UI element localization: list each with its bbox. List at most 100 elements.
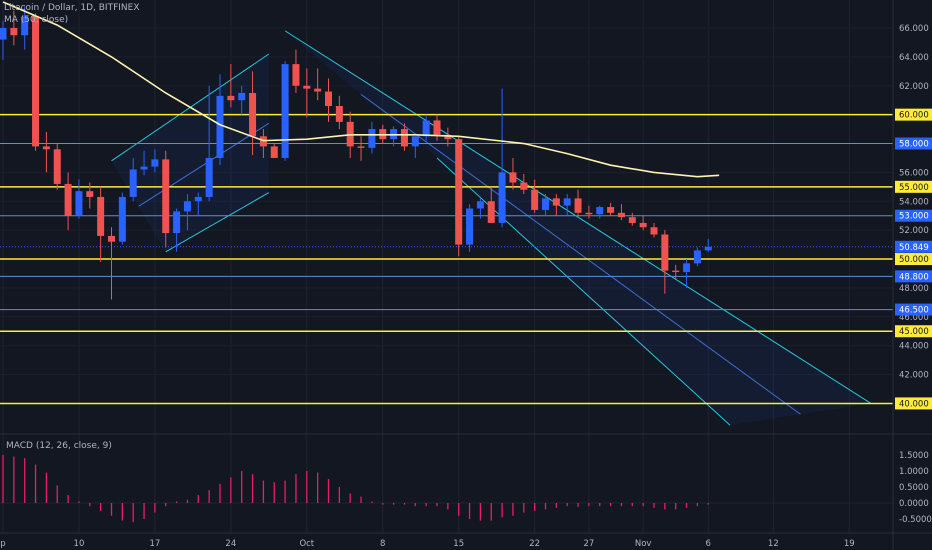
candle-body-20 (216, 95, 224, 158)
macd-tick-label-2: 0.5000 (899, 483, 929, 493)
candle-body-13 (140, 166, 148, 170)
candle-body-42 (455, 139, 463, 245)
time-tick-label-3: 24 (225, 539, 236, 549)
price-tick-label-13: 66.000 (899, 24, 929, 34)
horizontal-levels (0, 113, 893, 405)
candle-body-46 (498, 172, 506, 223)
candle-body-5 (53, 149, 61, 184)
candle-body-37 (400, 129, 408, 147)
macd-tick-label-3: 0.0000 (899, 499, 929, 509)
time-tick-label-2: 17 (149, 539, 160, 549)
candle-body-29 (314, 88, 322, 92)
indicator-label: MA (50, close) (4, 15, 69, 25)
candle-body-27 (292, 64, 300, 86)
candle-body-58 (628, 217, 636, 223)
macd-tick-label-0: 1.5000 (899, 451, 929, 461)
candle-body-50 (542, 198, 549, 210)
candle-body-28 (303, 85, 311, 89)
level-tag-6: 46.500 (899, 306, 929, 316)
candlesticks (0, 6, 712, 300)
price-tick-label-8: 56.000 (899, 168, 929, 178)
candle-body-18 (194, 196, 202, 202)
candle-body-8 (86, 191, 94, 197)
candle-body-0 (0, 28, 7, 40)
candle-body-41 (444, 134, 452, 140)
candle-body-52 (563, 198, 571, 206)
candle-body-19 (205, 157, 213, 197)
candle-body-47 (509, 172, 517, 183)
time-tick-label-0: p (0, 539, 5, 549)
time-tick-label-5: 8 (380, 539, 385, 549)
price-tick-label-11: 62.000 (899, 82, 929, 92)
candle-body-63 (683, 263, 691, 273)
candle-body-4 (42, 146, 50, 150)
chart-symbol-title: Litecoin / Dollar, 1D, BITFINEX (4, 3, 140, 13)
macd-tick-label-1: 1.0000 (899, 467, 929, 477)
level-tag-8-bg (895, 397, 932, 410)
candle-body-22 (238, 92, 246, 101)
price-tick-label-6: 52.000 (899, 226, 929, 236)
candle-body-25 (270, 146, 278, 158)
candle-body-54 (585, 212, 593, 215)
price-tick-label-3: 46.000 (899, 313, 929, 323)
time-tick-label-8: 27 (583, 539, 594, 549)
candle-body-10 (108, 235, 115, 242)
level-tag-0-bg (895, 108, 932, 121)
channel-lower-1 (436, 157, 731, 426)
candle-body-21 (227, 95, 235, 101)
macd-tick-label-4: -0.5000 (899, 515, 932, 525)
level-tag-1-bg (895, 137, 932, 150)
channel-fill-1 (285, 30, 872, 426)
candle-body-26 (281, 64, 289, 158)
candle-body-53 (574, 198, 582, 213)
moving-average-line (2, 1, 720, 178)
macd-label: MACD (12, 26, close, 9) (6, 441, 112, 451)
level-tag-5: 48.800 (899, 272, 929, 282)
candle-body-11 (118, 196, 126, 242)
candle-body-60 (650, 227, 658, 235)
level-tag-7: 45.000 (899, 327, 929, 337)
level-tag-0: 60.000 (899, 111, 929, 121)
candle-body-57 (617, 212, 625, 218)
price-tick-label-1: 42.000 (899, 371, 929, 381)
candle-body-16 (173, 211, 181, 234)
level-tag-7-bg (895, 325, 932, 338)
candle-body-56 (607, 207, 615, 213)
channel-fill-0 (111, 53, 269, 252)
level-tag-3-bg (895, 209, 932, 222)
last-price-tag: 50.849 (899, 243, 929, 253)
time-tick-label-4: Oct (299, 539, 314, 549)
candle-body-62 (672, 270, 680, 273)
level-tag-4: 50.000 (899, 255, 929, 265)
time-tick-label-9: Nov (635, 539, 652, 549)
time-tick-label-6: 15 (453, 539, 464, 549)
channel-upper-1 (284, 30, 872, 404)
candle-body-1 (10, 28, 18, 36)
candle-body-12 (129, 169, 137, 197)
level-tag-3: 53.000 (899, 212, 929, 222)
level-tag-1: 58.000 (899, 140, 929, 150)
candle-body-6 (64, 183, 72, 216)
candle-body-59 (639, 222, 647, 228)
macd-histogram (0, 433, 932, 523)
time-tick-label-7: 22 (529, 539, 540, 549)
candle-body-3 (32, 16, 40, 147)
candle-body-17 (183, 201, 191, 212)
candle-body-38 (411, 136, 419, 147)
price-tick-label-4: 48.000 (899, 284, 929, 294)
candle-body-65 (704, 246, 712, 251)
level-tag-6-bg (895, 303, 932, 316)
candle-body-48 (520, 182, 528, 190)
level-tag-5-bg (895, 270, 932, 283)
level-tag-2-bg (895, 180, 932, 193)
channel-median-0 (138, 122, 270, 207)
channel-median-1 (360, 94, 801, 415)
candle-body-44 (476, 201, 484, 209)
price-tick-label-2: 44.000 (899, 342, 929, 352)
time-tick-label-1: 10 (74, 539, 85, 549)
candle-body-55 (596, 207, 604, 215)
price-tick-label-12: 64.000 (899, 53, 929, 63)
candle-body-9 (97, 196, 105, 236)
